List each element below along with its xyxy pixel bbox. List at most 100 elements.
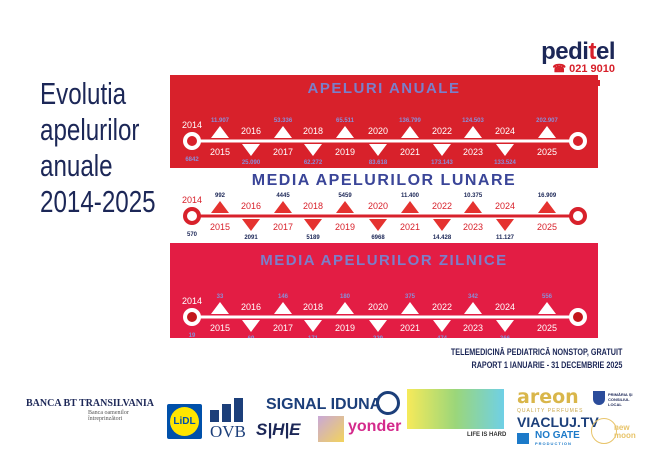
triangle-up-marker bbox=[538, 126, 556, 138]
logo-yonder: yonder bbox=[348, 418, 402, 435]
year-label: 2025 bbox=[537, 147, 557, 157]
triangle-down-marker bbox=[304, 219, 322, 231]
value-label: 19 bbox=[189, 333, 196, 338]
year-label: 2019 bbox=[335, 323, 355, 333]
triangle-down-marker bbox=[496, 320, 514, 332]
timeline-end-circle bbox=[183, 207, 201, 225]
value-label: 136.799 bbox=[399, 118, 421, 124]
triangle-up-marker bbox=[211, 302, 229, 314]
year-label: 2022 bbox=[432, 302, 452, 312]
value-label: 62.272 bbox=[304, 160, 323, 166]
value-label: 11.400 bbox=[401, 193, 420, 199]
triangle-up-marker bbox=[401, 302, 419, 314]
triangle-down-marker bbox=[242, 219, 260, 231]
year-label: 2024 bbox=[495, 201, 515, 211]
triangle-up-marker bbox=[336, 126, 354, 138]
value-label: 6842 bbox=[185, 157, 199, 163]
value-label: 202.907 bbox=[536, 118, 558, 124]
triangle-up-marker bbox=[538, 302, 556, 314]
logo-life-is-hard bbox=[407, 389, 504, 429]
logo-syzygy bbox=[318, 416, 344, 442]
value-label: 5459 bbox=[338, 193, 352, 199]
value-label: 992 bbox=[215, 193, 226, 199]
timeline-daily: 2014 19 33 2015 69 2016 146 2017 171 2018 180 2019 2… bbox=[182, 294, 587, 338]
triangle-up-marker bbox=[211, 201, 229, 213]
triangle-up-marker bbox=[336, 201, 354, 213]
year-label: 2025 bbox=[537, 323, 557, 333]
triangle-down-marker bbox=[433, 320, 451, 332]
band-title: MEDIA APELURILOR LUNARE bbox=[251, 172, 517, 189]
year-label: 2018 bbox=[303, 201, 323, 211]
year-label: 2021 bbox=[400, 222, 420, 232]
year-label: 2017 bbox=[273, 323, 293, 333]
band-title: APELURI ANUALE bbox=[307, 80, 461, 97]
value-label: 14.428 bbox=[433, 235, 452, 241]
year-label: 2020 bbox=[368, 201, 388, 211]
triangle-down-marker bbox=[433, 219, 451, 231]
year-label: 2021 bbox=[400, 147, 420, 157]
triangle-down-marker bbox=[369, 320, 387, 332]
value-label: 53.336 bbox=[274, 118, 293, 124]
value-label: 11.127 bbox=[496, 235, 515, 241]
year-label: 2024 bbox=[495, 302, 515, 312]
triangle-up-marker bbox=[336, 302, 354, 314]
value-label: 171 bbox=[308, 336, 319, 338]
triangle-down-marker bbox=[369, 219, 387, 231]
year-label: 2015 bbox=[210, 323, 230, 333]
logo-nogate: NO GATE bbox=[535, 430, 580, 441]
phone-number: ☎ 021 9010 bbox=[552, 63, 615, 75]
logo-banca-transilvania: BANCA BT TRANSILVANIA bbox=[26, 398, 155, 409]
triangle-down-marker bbox=[242, 320, 260, 332]
band-title: MEDIA APELURILOR ZILNICE bbox=[260, 252, 508, 269]
logo-primaria-crest bbox=[593, 391, 605, 405]
value-label: 342 bbox=[468, 294, 479, 300]
year-label: 2019 bbox=[335, 222, 355, 232]
logo-areon: areon bbox=[517, 386, 579, 408]
year-label: 2014 bbox=[182, 296, 202, 306]
logo-ovb: OVB bbox=[210, 398, 246, 442]
triangle-up-marker bbox=[538, 201, 556, 213]
year-label: 2015 bbox=[210, 147, 230, 157]
triangle-down-marker bbox=[304, 144, 322, 156]
year-label: 2018 bbox=[303, 126, 323, 136]
year-label: 2023 bbox=[463, 222, 483, 232]
logo-nogate-mark bbox=[517, 433, 529, 444]
triangle-up-marker bbox=[211, 126, 229, 138]
logo-signal-iduna: SIGNAL IDUNA bbox=[266, 396, 382, 413]
value-label: 2091 bbox=[244, 235, 258, 241]
timeline-end-circle bbox=[183, 132, 201, 150]
value-label: 375 bbox=[405, 294, 416, 300]
value-label: 69 bbox=[248, 336, 255, 338]
year-label: 2024 bbox=[495, 126, 515, 136]
band-annual-calls: APELURI ANUALE 2014 6842 11.907 2015 25.090 2… bbox=[170, 75, 598, 168]
year-label: 2023 bbox=[463, 147, 483, 157]
value-label: 133.524 bbox=[494, 160, 516, 166]
triangle-up-marker bbox=[274, 201, 292, 213]
value-label: 570 bbox=[187, 232, 198, 238]
triangle-down-marker bbox=[433, 144, 451, 156]
timeline-annual: 2014 6842 11.907 2015 25.090 2016 53.336 2017 62… bbox=[182, 118, 587, 166]
value-label: 5189 bbox=[306, 235, 320, 241]
value-label: 16.909 bbox=[538, 193, 557, 199]
year-label: 2017 bbox=[273, 222, 293, 232]
value-label: 65.511 bbox=[336, 118, 355, 124]
triangle-down-marker bbox=[242, 144, 260, 156]
report-caption: TELEMEDICINĂ PEDIATRICĂ NONSTOP, GRATUIT… bbox=[450, 347, 622, 370]
value-label: 6968 bbox=[371, 235, 385, 241]
triangle-down-marker bbox=[304, 320, 322, 332]
value-label: 180 bbox=[340, 294, 351, 300]
timeline-end-circle bbox=[569, 207, 587, 225]
year-label: 2021 bbox=[400, 323, 420, 333]
year-label: 2016 bbox=[241, 302, 261, 312]
timeline-end-circle bbox=[183, 308, 201, 326]
year-label: 2020 bbox=[368, 302, 388, 312]
year-label: 2014 bbox=[182, 120, 202, 130]
value-label: 124.503 bbox=[462, 118, 484, 124]
timeline-end-circle bbox=[569, 132, 587, 150]
timeline-monthly: 2014 570 992 2015 2091 2016 4445 2017 5189 2018 54… bbox=[182, 193, 587, 241]
triangle-down-marker bbox=[496, 219, 514, 231]
logo-lidl: LiDL bbox=[167, 404, 202, 439]
triangle-up-marker bbox=[401, 201, 419, 213]
value-label: 83.618 bbox=[369, 160, 388, 166]
triangle-up-marker bbox=[274, 302, 292, 314]
